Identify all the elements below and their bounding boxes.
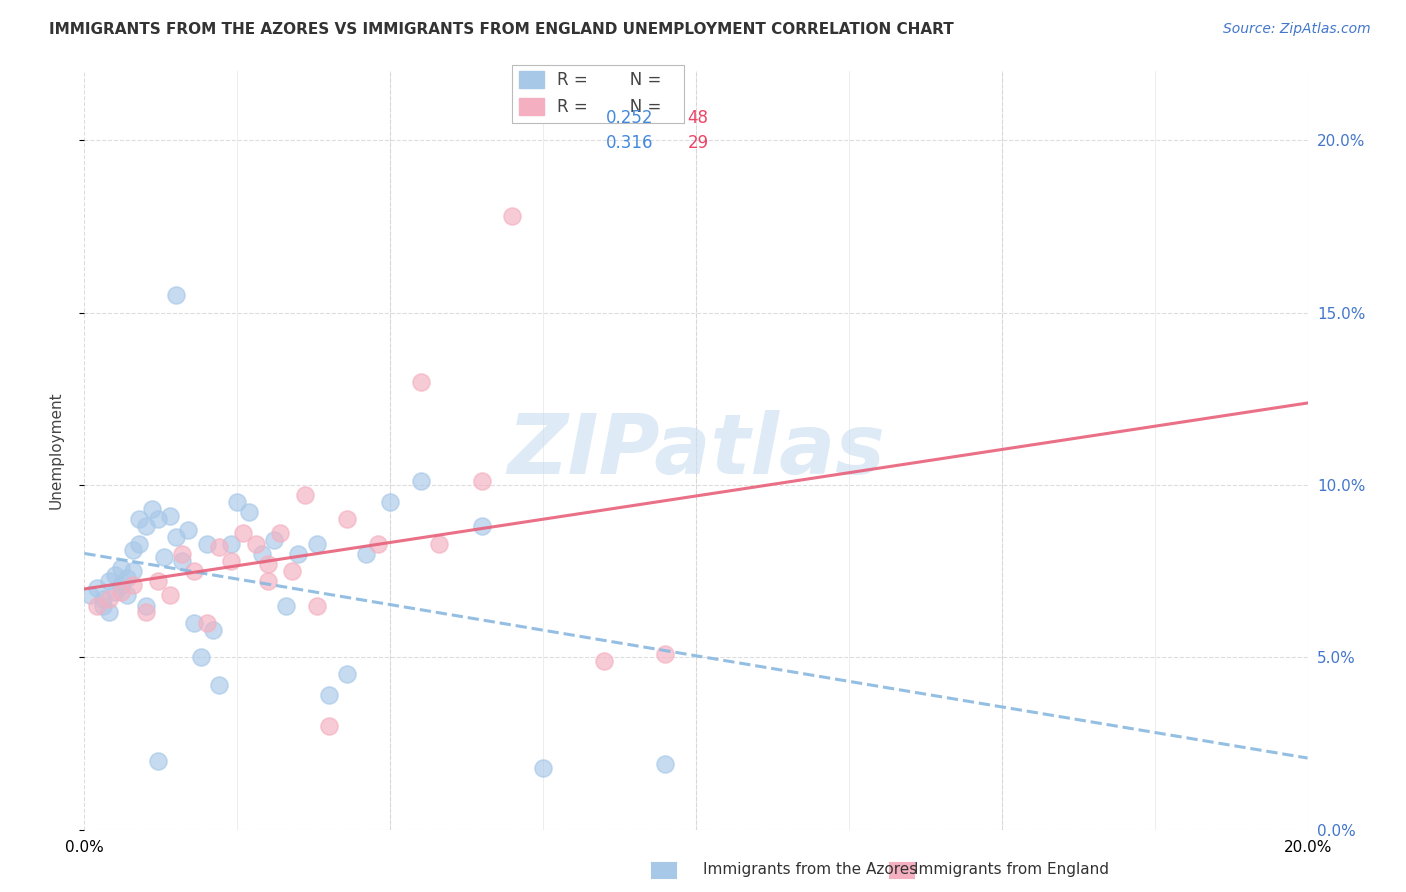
Point — [79, 588, 101, 602]
Point — [97, 574, 120, 589]
Point — [122, 578, 145, 592]
Point — [153, 550, 176, 565]
Point — [172, 554, 194, 568]
Point — [115, 571, 138, 585]
Point — [219, 536, 242, 550]
Point — [97, 591, 120, 606]
Point — [219, 554, 242, 568]
Y-axis label: Unemployment: Unemployment — [49, 392, 63, 509]
Point — [226, 495, 249, 509]
Point — [471, 519, 494, 533]
Point — [172, 547, 194, 561]
Point — [86, 582, 108, 596]
Point — [305, 599, 328, 613]
Point — [190, 650, 212, 665]
Point — [91, 599, 114, 613]
Point — [502, 209, 524, 223]
Point — [141, 502, 163, 516]
Point — [110, 578, 132, 592]
Point — [159, 588, 181, 602]
Point — [195, 536, 218, 550]
Point — [336, 667, 359, 681]
Point — [245, 536, 267, 550]
Point — [427, 536, 450, 550]
Point — [135, 519, 157, 533]
Point — [91, 591, 114, 606]
Point — [380, 495, 402, 509]
Text: Immigrants from the Azores: Immigrants from the Azores — [703, 863, 917, 877]
Point — [257, 557, 280, 572]
Point — [336, 512, 359, 526]
Point — [97, 606, 120, 620]
Point — [654, 757, 676, 772]
Point — [250, 547, 273, 561]
Point — [593, 654, 616, 668]
Point — [531, 760, 554, 774]
Point — [177, 523, 200, 537]
Legend: R =        N =   , R =        N =   : R = N = , R = N = — [512, 64, 683, 122]
Point — [159, 508, 181, 523]
Point — [146, 754, 169, 768]
Text: 29: 29 — [688, 135, 709, 153]
Point — [287, 547, 309, 561]
Point — [318, 719, 340, 733]
Point — [128, 536, 150, 550]
Point — [208, 540, 231, 554]
Point — [276, 599, 298, 613]
Point — [305, 536, 328, 550]
Point — [146, 574, 169, 589]
Point — [104, 567, 127, 582]
Point — [654, 647, 676, 661]
Point — [110, 560, 132, 574]
Point — [409, 375, 432, 389]
Point — [208, 678, 231, 692]
Text: 0.316: 0.316 — [606, 135, 652, 153]
Point — [183, 564, 205, 578]
Point — [354, 547, 377, 561]
Point — [409, 475, 432, 489]
Point — [263, 533, 285, 547]
Point — [238, 506, 260, 520]
Point — [128, 512, 150, 526]
Point — [135, 606, 157, 620]
Point — [183, 615, 205, 630]
Text: Source: ZipAtlas.com: Source: ZipAtlas.com — [1223, 22, 1371, 37]
Point — [122, 543, 145, 558]
Text: Immigrants from England: Immigrants from England — [914, 863, 1109, 877]
Point — [86, 599, 108, 613]
Text: ZIPatlas: ZIPatlas — [508, 410, 884, 491]
Point — [110, 584, 132, 599]
Point — [195, 615, 218, 630]
Point — [104, 584, 127, 599]
Point — [294, 488, 316, 502]
Point — [257, 574, 280, 589]
Point — [232, 526, 254, 541]
Point — [165, 530, 187, 544]
Point — [269, 526, 291, 541]
Point — [135, 599, 157, 613]
Point — [115, 588, 138, 602]
Point — [146, 512, 169, 526]
Point — [471, 475, 494, 489]
Point — [318, 688, 340, 702]
Text: 48: 48 — [688, 109, 709, 127]
Point — [122, 564, 145, 578]
Point — [165, 288, 187, 302]
Point — [367, 536, 389, 550]
Text: 0.252: 0.252 — [606, 109, 652, 127]
Text: IMMIGRANTS FROM THE AZORES VS IMMIGRANTS FROM ENGLAND UNEMPLOYMENT CORRELATION C: IMMIGRANTS FROM THE AZORES VS IMMIGRANTS… — [49, 22, 953, 37]
Point — [281, 564, 304, 578]
Point — [201, 623, 224, 637]
